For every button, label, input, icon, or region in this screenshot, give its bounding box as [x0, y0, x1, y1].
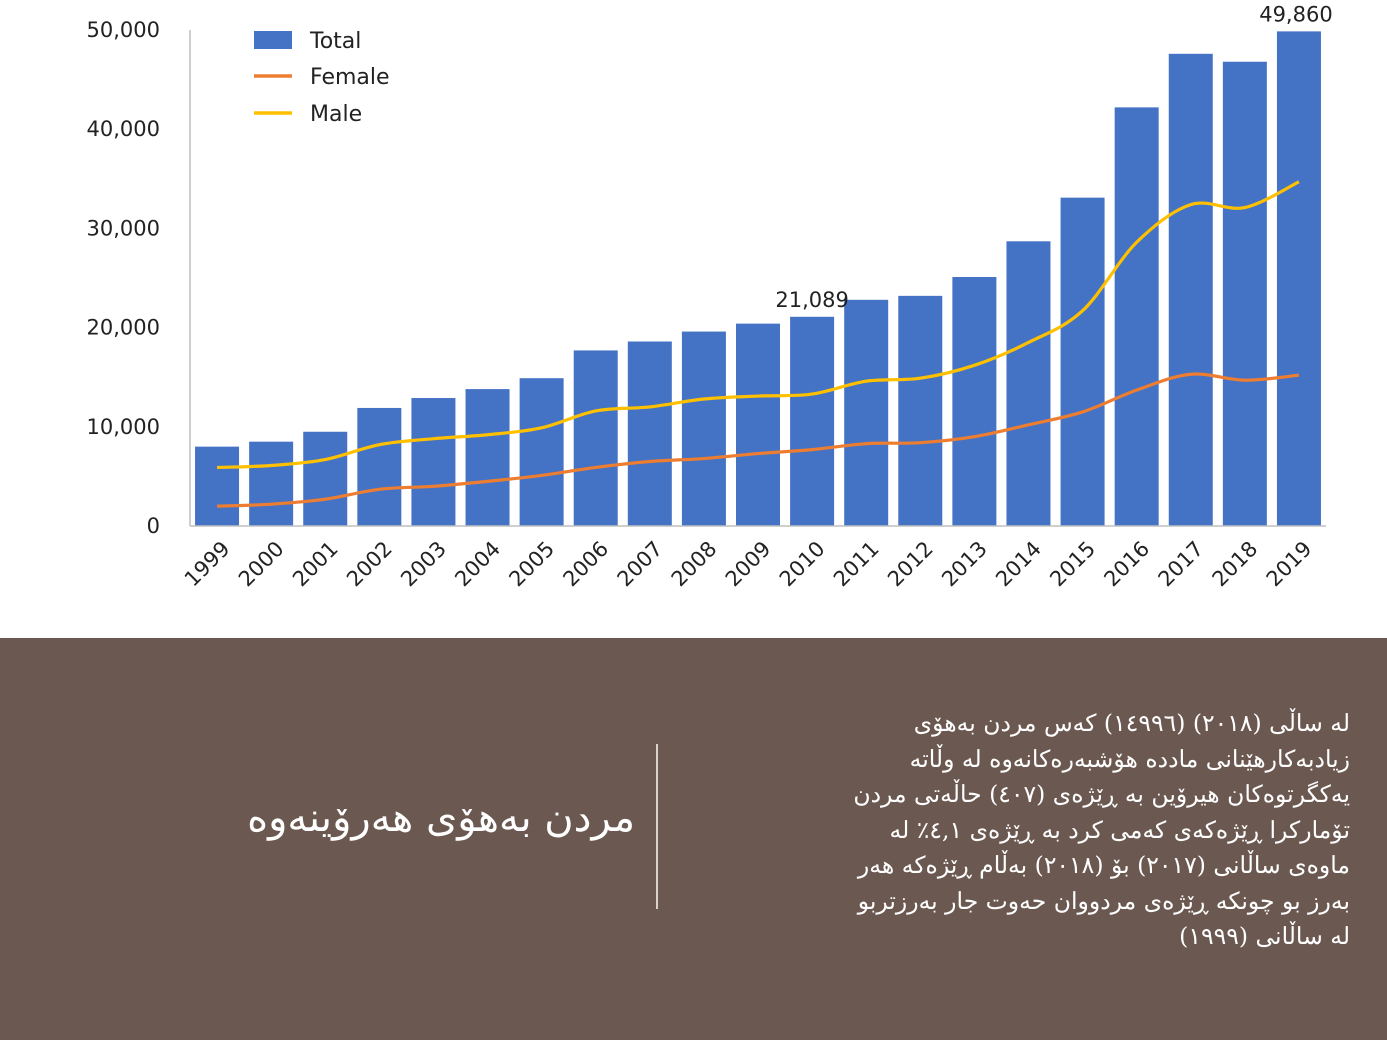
y-tick-label: 20,000 — [87, 316, 160, 340]
line-female — [216, 372, 1300, 508]
x-tick-label: 2012 — [883, 537, 938, 592]
x-tick-label: 2014 — [991, 537, 1046, 592]
bar-total — [1114, 107, 1159, 526]
x-tick-label: 2001 — [288, 537, 343, 592]
y-tick-label: 30,000 — [87, 216, 160, 240]
x-tick-label: 2019 — [1262, 537, 1317, 592]
y-tick-label: 40,000 — [87, 117, 160, 141]
bar-total — [573, 350, 618, 526]
data-label: 21,089 — [775, 288, 848, 312]
footer-body-line: لە ساڵانی (١٩٩٩) — [1179, 922, 1350, 950]
footer-title: مردن بەهۆی هەرۆینەوە — [247, 795, 635, 841]
bar-total — [357, 407, 402, 526]
footer-body-line: ماوەی ساڵانی (٢٠١٧) بۆ (٢٠١٨) بەڵام ڕێژە… — [857, 851, 1350, 879]
bar-total — [465, 389, 510, 526]
x-tick-label: 2010 — [775, 537, 830, 592]
bar-total — [790, 316, 835, 526]
y-tick-label: 0 — [147, 514, 160, 538]
bar-total — [898, 295, 943, 526]
bar-total — [1222, 61, 1267, 527]
bar-total — [736, 323, 780, 526]
footer-divider — [656, 744, 658, 909]
x-tick-label: 2005 — [504, 537, 559, 592]
bar-total — [1006, 241, 1051, 526]
bar-total — [303, 431, 348, 526]
footer-body-line: تۆمارکرا ڕێژەکەی کەمی کرد بە ڕێژەی ٤,١٪ … — [889, 815, 1350, 844]
footer-body-line: بەرز بو چونکە ڕێژەی مردووان حەوت جار بەر… — [857, 886, 1350, 915]
footer-body-line: زیادبەکارهێنانی مادده هۆشبەرەکانەوە لە و… — [909, 744, 1350, 773]
chart-area: 0 10,000 20,000 30,000 40,000 50,000 1999 2000 2… — [86, 2, 1333, 592]
x-tick-label: 2000 — [234, 537, 289, 592]
footer-body-line: یەکگرتوەکان هیرۆین بە ڕێژەی (٤٠٧) حاڵەتی… — [853, 780, 1350, 808]
bar-total — [249, 441, 294, 526]
x-tick-label: 2015 — [1045, 537, 1100, 592]
data-label: 49,860 — [1259, 2, 1332, 26]
x-tick-label: 2013 — [937, 537, 992, 592]
line-male — [216, 180, 1300, 470]
bar-total — [411, 398, 456, 526]
bar-total — [1168, 53, 1213, 527]
legend-label: Male — [310, 102, 362, 127]
bar-total — [1276, 31, 1321, 527]
legend-label: Total — [309, 29, 361, 54]
footer-body-line: لە ساڵی (٢٠١٨) (١٤٩٩٦) کەس مردن بەهۆی — [913, 709, 1350, 737]
bar-total — [627, 341, 672, 526]
footer-body: لە ساڵی (٢٠١٨) (١٤٩٩٦) کەس مردن بەهۆی زی… — [690, 706, 1350, 955]
y-tick-label: 10,000 — [87, 415, 160, 439]
legend-swatch-total — [254, 31, 292, 49]
x-tick-label: 2007 — [613, 537, 668, 592]
x-tick-label: 2002 — [342, 537, 397, 592]
bar-total — [844, 299, 889, 526]
footer-panel: مردن بەهۆی هەرۆینەوە لە ساڵی (٢٠١٨) (١٤٩… — [0, 638, 1387, 1040]
x-tick-label: 1999 — [180, 537, 235, 592]
x-tick-label: 2009 — [721, 537, 776, 592]
legend-label: Female — [310, 65, 390, 90]
bar-total — [195, 446, 240, 526]
x-tick-label: 2011 — [829, 537, 884, 592]
x-tick-label: 2003 — [396, 537, 451, 592]
x-tick-label: 2017 — [1154, 537, 1209, 592]
x-tick-label: 2008 — [667, 537, 722, 592]
y-tick-label: 50,000 — [87, 18, 160, 42]
bar-total — [952, 277, 997, 526]
bar-total — [681, 331, 726, 526]
x-tick-label: 2018 — [1208, 537, 1263, 592]
x-tick-label: 2016 — [1099, 537, 1154, 592]
bar-total — [519, 378, 564, 526]
bar-total — [1060, 197, 1105, 526]
x-tick-label: 2006 — [558, 537, 613, 592]
x-tick-label: 2004 — [450, 537, 505, 592]
